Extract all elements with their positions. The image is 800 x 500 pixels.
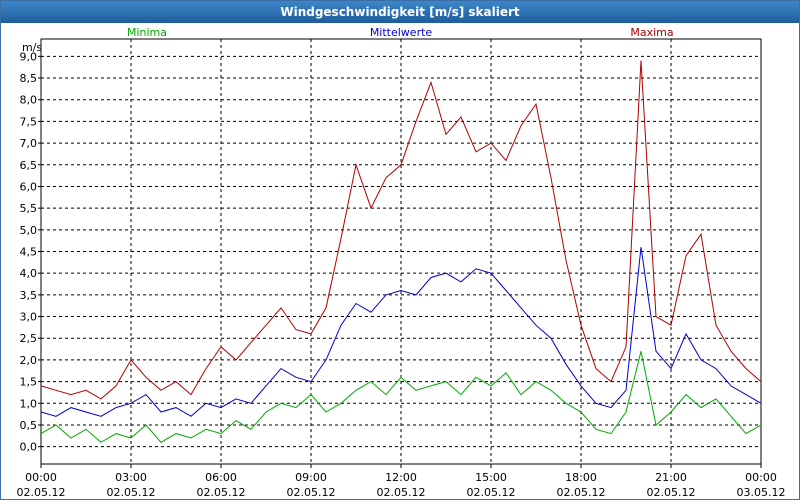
x-tick-date: 02.05.12 <box>17 486 66 499</box>
x-tick-date: 02.05.12 <box>287 486 336 499</box>
legend-maxima: Maxima <box>630 26 673 39</box>
x-tick-time: 21:00 <box>655 471 687 484</box>
y-tick-label: 0,0 <box>20 441 38 454</box>
x-tick-date: 02.05.12 <box>377 486 426 499</box>
legend-minima: Minima <box>127 26 167 39</box>
legend-mittelwerte: Mittelwerte <box>370 26 433 39</box>
x-tick-date: 03.05.12 <box>737 486 786 499</box>
x-tick-date: 02.05.12 <box>467 486 516 499</box>
chart-title: Windgeschwindigkeit [m/s] skaliert <box>1 1 799 23</box>
y-tick-label: 3,0 <box>20 311 38 324</box>
x-axis: 00:00 02.05.12 03:00 02.05.12 06:00 02.05.12 0… <box>17 464 786 499</box>
y-tick-label: 8,5 <box>20 72 38 85</box>
x-tick-date: 02.05.12 <box>197 486 246 499</box>
series-line-minima <box>40 351 762 443</box>
y-tick-label: 4,5 <box>20 246 38 259</box>
x-tick-time: 00:00 <box>745 471 777 484</box>
x-tick-time: 00:00 <box>25 471 57 484</box>
x-tick-date: 02.05.12 <box>107 486 156 499</box>
y-axis: 0,0 0,5 1,0 1,5 2,0 2,5 3,0 3,5 4,0 4,5 5,0 5,5 6,0 6… <box>20 50 41 454</box>
y-tick-label: 2,5 <box>20 332 38 345</box>
y-tick-label: 3,5 <box>20 289 38 302</box>
x-tick-time: 09:00 <box>295 471 327 484</box>
x-tick-date: 02.05.12 <box>557 486 606 499</box>
x-tick-time: 18:00 <box>565 471 597 484</box>
y-tick-label: 6,5 <box>20 159 38 172</box>
y-tick-label: 1,5 <box>20 376 38 389</box>
y-axis-unit: m/s <box>22 41 42 54</box>
y-tick-label: 8,0 <box>20 94 38 107</box>
y-tick-label: 5,5 <box>20 202 38 215</box>
x-tick-time: 12:00 <box>385 471 417 484</box>
x-tick-time: 03:00 <box>115 471 147 484</box>
y-tick-label: 1,0 <box>20 397 38 410</box>
series-lines <box>40 60 762 443</box>
y-tick-label: 4,0 <box>20 267 38 280</box>
y-tick-label: 2,0 <box>20 354 38 367</box>
series-line-mittelwerte <box>40 247 762 417</box>
series-line-maxima <box>40 60 762 400</box>
x-tick-time: 15:00 <box>475 471 507 484</box>
y-tick-label: 9,0 <box>20 50 38 63</box>
y-tick-label: 7,0 <box>20 137 38 150</box>
y-tick-label: 0,5 <box>20 419 38 432</box>
x-tick-date: 02.05.12 <box>647 486 696 499</box>
y-tick-label: 5,0 <box>20 224 38 237</box>
y-tick-label: 7,5 <box>20 115 38 128</box>
y-tick-label: 6,0 <box>20 180 38 193</box>
x-tick-time: 06:00 <box>205 471 237 484</box>
